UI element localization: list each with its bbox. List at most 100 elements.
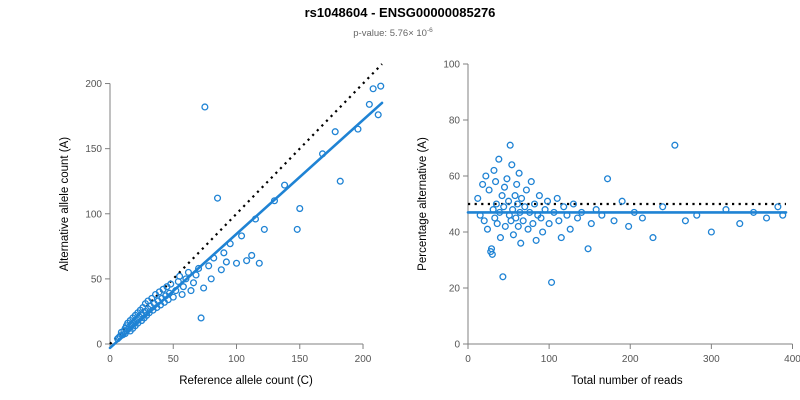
data-point (569, 200, 578, 208)
data-point (480, 217, 488, 225)
data-point (210, 254, 218, 262)
data-point (165, 289, 174, 297)
data-point (501, 222, 509, 230)
data-point (488, 250, 496, 258)
data-point (537, 214, 545, 222)
data-point (584, 245, 592, 253)
data-point (511, 192, 519, 200)
data-point (545, 220, 553, 228)
data-point (184, 268, 192, 276)
panel-reference-vs-alternative: 0 50 100 150 200 0 50 100 150 200 Reference allele… (59, 63, 385, 387)
fitted-regression-line (108, 101, 384, 350)
data-point (492, 178, 500, 186)
y-tick-label: 200 (85, 79, 102, 90)
data-point (553, 194, 561, 202)
data-point (610, 217, 618, 225)
data-point (550, 208, 558, 216)
data-point (167, 280, 175, 288)
data-point (519, 217, 527, 225)
data-point (500, 183, 509, 191)
data-point (693, 211, 701, 219)
data-point (374, 111, 382, 119)
data-point (365, 100, 373, 108)
data-point (736, 220, 744, 228)
data-point (493, 220, 501, 228)
data-point (521, 203, 529, 211)
data-point (176, 272, 184, 280)
data-point (485, 186, 493, 194)
data-point (369, 85, 377, 93)
y-tick-label: 40 (449, 228, 461, 239)
data-point (539, 228, 547, 236)
data-point (598, 211, 606, 219)
data-point (530, 200, 539, 208)
y-tick-label: 60 (449, 172, 461, 183)
data-point (296, 205, 304, 213)
y-axis-title: Alternative allele count (A) (59, 137, 71, 271)
data-point (505, 197, 513, 205)
data-point (509, 206, 517, 214)
data-point (707, 228, 715, 236)
data-point (474, 194, 482, 202)
y-tick-label: 0 (96, 340, 102, 351)
data-point (331, 128, 339, 136)
data-point (182, 275, 190, 283)
data-point (548, 278, 556, 286)
data-point (496, 234, 504, 242)
data-point (243, 257, 251, 265)
figure-title: rs1048604 - ENSG00000085276 (305, 5, 496, 20)
data-point (516, 208, 524, 216)
data-point (671, 141, 679, 149)
data-point (195, 264, 203, 273)
data-point (178, 290, 186, 299)
data-points (114, 82, 385, 343)
data-point (592, 206, 600, 214)
data-point (476, 211, 484, 219)
data-point (560, 203, 568, 211)
data-point (201, 103, 209, 111)
panel-percentage-vs-reads: 0 20 40 60 80 100 0 100 200 300 400 Total number of… (417, 60, 800, 388)
data-point (200, 284, 208, 292)
data-point (489, 206, 497, 214)
data-point (526, 208, 534, 216)
data-point (618, 197, 626, 205)
data-point (492, 200, 500, 208)
data-point (498, 192, 506, 200)
data-point (169, 293, 177, 301)
data-point (517, 239, 525, 247)
data-point (205, 262, 213, 270)
data-point (248, 251, 256, 259)
x-tick-label: 100 (541, 354, 558, 365)
data-point (187, 287, 195, 295)
y-tick-label: 50 (91, 274, 103, 285)
data-point (318, 150, 327, 158)
data-point (514, 222, 522, 230)
data-point (587, 220, 595, 228)
data-point (482, 172, 490, 180)
data-point (192, 271, 200, 279)
data-point (281, 181, 289, 189)
data-point (354, 125, 362, 133)
subtitle-pvalue-text: p-value: 5.76× 10 (353, 28, 427, 39)
data-point (522, 186, 530, 194)
data-point (503, 175, 511, 183)
y-tick-label: 100 (85, 209, 102, 220)
subtitle-exponent: -6 (427, 27, 433, 34)
data-point (179, 283, 187, 291)
x-tick-label: 150 (291, 354, 308, 365)
data-point (251, 215, 260, 223)
data-point (722, 206, 730, 214)
data-point (513, 200, 522, 208)
data-point (532, 236, 540, 244)
data-point (573, 214, 582, 222)
data-point (566, 225, 574, 233)
y-tick-label: 0 (454, 340, 460, 351)
data-point (220, 249, 228, 257)
data-point (535, 192, 543, 200)
data-point (260, 225, 268, 233)
x-tick-label: 300 (703, 354, 720, 365)
x-tick-label: 0 (107, 354, 113, 365)
x-tick-label: 400 (784, 354, 800, 365)
